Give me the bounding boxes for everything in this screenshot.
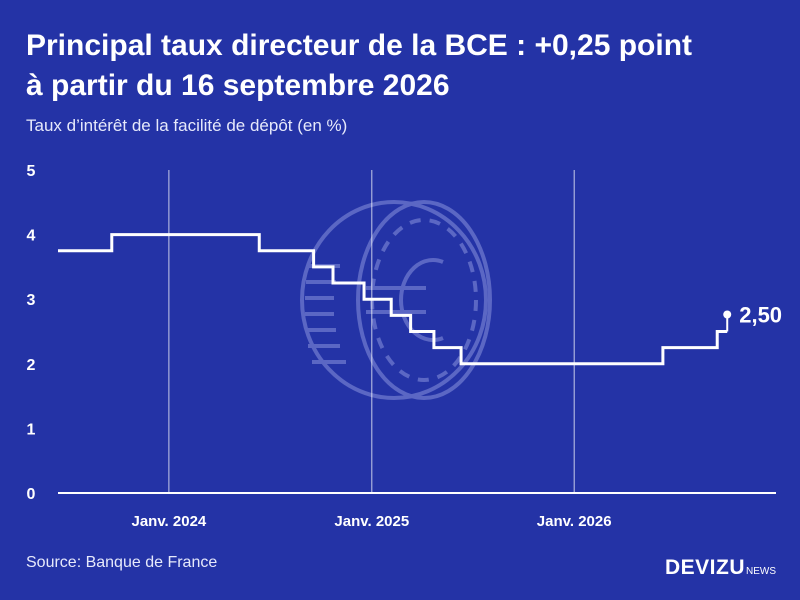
- y-tick-label: 0: [27, 486, 36, 503]
- chart-subtitle: Taux d’intérêt de la facilité de dépôt (…: [26, 116, 348, 135]
- end-value-label: 2,50: [739, 303, 782, 328]
- chart-title-line-2: à partir du 16 septembre 2026: [26, 69, 450, 102]
- chart-title: Principal taux directeur de la BCE : +0,…: [26, 26, 786, 106]
- brand-name: DEVIZU: [664, 556, 745, 579]
- x-tick-label: Janv. 2026: [537, 513, 612, 530]
- source-note: Source: Banque de France: [26, 554, 218, 571]
- brand-suffix: NEWS: [746, 566, 776, 577]
- y-tick-label: 1: [27, 421, 36, 438]
- euro-coin-icon: [300, 200, 492, 400]
- y-tick-label: 4: [27, 228, 36, 245]
- y-tick-label: 3: [27, 292, 36, 309]
- x-tick-label: Janv. 2025: [334, 513, 409, 530]
- x-tick-label: Janv. 2024: [131, 513, 206, 530]
- y-tick-label: 2: [27, 357, 36, 374]
- brand-logo: DEVIZUNEWS: [665, 556, 776, 580]
- chart-title-line-1: Principal taux directeur de la BCE : +0,…: [26, 29, 693, 62]
- rate-step-line: [58, 233, 728, 366]
- y-tick-label: 5: [27, 163, 36, 180]
